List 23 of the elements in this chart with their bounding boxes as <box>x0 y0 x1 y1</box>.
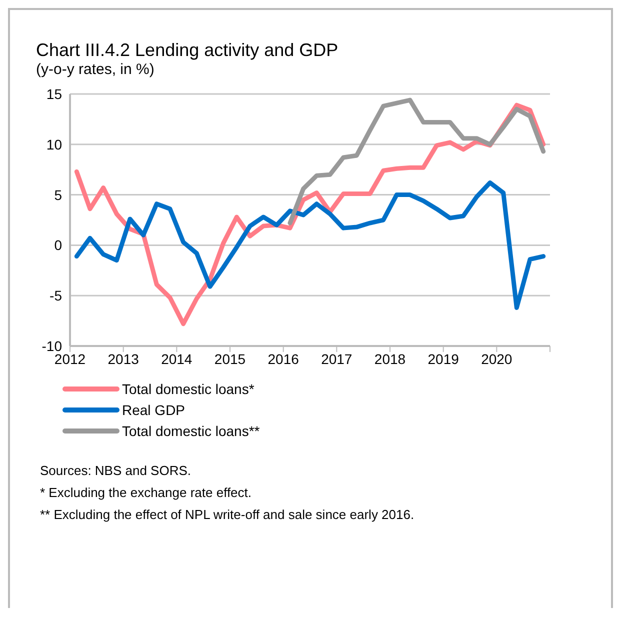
line-series <box>288 98 546 226</box>
legend-label: Total domestic loans** <box>122 422 260 438</box>
x-tick-label: 2017 <box>321 350 352 367</box>
y-tick-label: 10 <box>46 136 62 152</box>
x-tick-label: 2018 <box>374 350 406 367</box>
x-tick-label: 2014 <box>161 350 192 367</box>
x-tick-label: 2013 <box>108 350 140 367</box>
y-tick-label: -5 <box>50 288 62 304</box>
x-tick-label: 2020 <box>481 350 512 367</box>
x-tick-label: 2015 <box>214 350 246 367</box>
text: * Excluding the exchange rate effect. <box>40 485 253 500</box>
legend-label: Total domestic loans* <box>122 380 254 396</box>
source-note: Sources: NBS and SORS. <box>40 463 192 478</box>
y-tick-label: 15 <box>46 86 62 102</box>
x-tick-label: 2019 <box>428 350 460 367</box>
line-series <box>74 180 546 310</box>
y-tick-label: 0 <box>54 237 62 254</box>
y-tick-label: 5 <box>54 186 62 203</box>
text: ** Excluding the effect of NPL write-off and sale since early 2016. <box>40 507 416 522</box>
x-tick-label: 2016 <box>268 350 300 367</box>
chart-subtitle: (y-o-y rates, in %) <box>36 61 156 78</box>
legend-label: Real GDP <box>122 402 186 418</box>
chart-title: Chart III.4.2 Lending activity and GDP <box>36 40 340 61</box>
